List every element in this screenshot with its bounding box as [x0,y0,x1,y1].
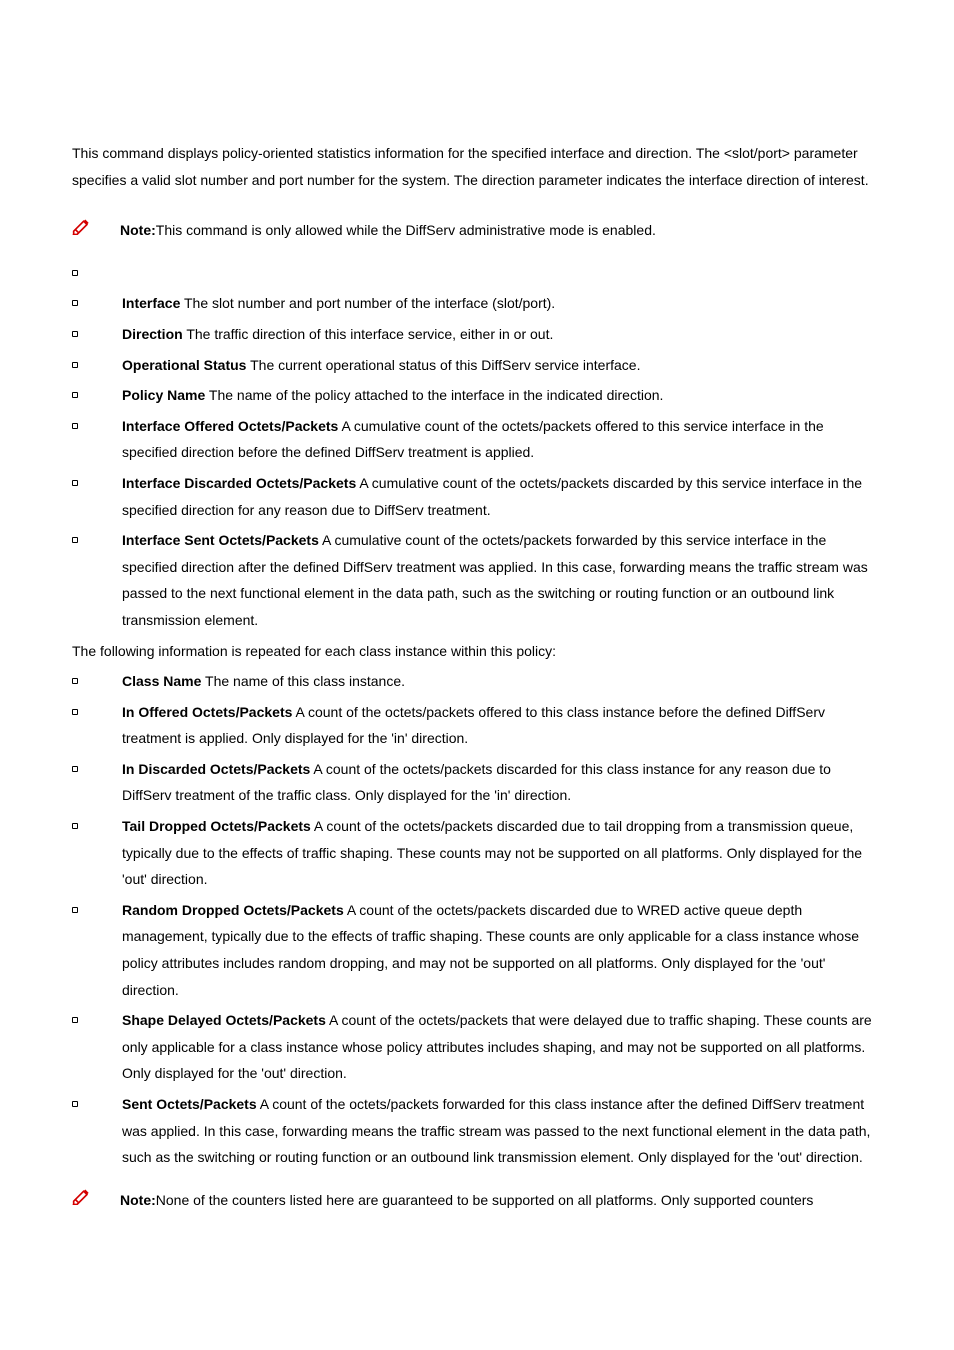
field-item: Operational Status The current operation… [72,352,882,379]
field-item: Interface Discarded Octets/Packets A cum… [72,470,882,523]
note-row-1: Note:This command is only allowed while … [72,217,882,244]
class-field-item: Sent Octets/Packets A count of the octet… [72,1091,882,1171]
class-field-term: Shape Delayed Octets/Packets [122,1012,326,1028]
field-item: Interface The slot number and port numbe… [72,290,882,317]
note-row-2: Note:None of the counters listed here ar… [72,1187,882,1214]
field-term: Direction [122,326,183,342]
class-field-item: In Offered Octets/Packets A count of the… [72,699,882,752]
note-2-label: Note: [120,1192,156,1208]
class-fields-list: Class Name The name of this class instan… [72,668,882,1171]
field-desc: The current operational status of this D… [246,357,640,373]
class-field-item: In Discarded Octets/Packets A count of t… [72,756,882,809]
class-field-term: Random Dropped Octets/Packets [122,902,344,918]
note-1-body: This command is only allowed while the D… [156,222,656,238]
class-field-term: In Offered Octets/Packets [122,704,292,720]
class-field-term: Class Name [122,673,201,689]
field-item: Interface Sent Octets/Packets A cumulati… [72,527,882,633]
field-desc: The name of the policy attached to the i… [205,387,663,403]
class-field-item: Random Dropped Octets/Packets A count of… [72,897,882,1003]
note-1-label: Note: [120,222,156,238]
class-field-term: In Discarded Octets/Packets [122,761,310,777]
note-1-text: Note:This command is only allowed while … [120,217,882,244]
field-term: Interface Sent Octets/Packets [122,532,319,548]
pen-icon [72,219,92,235]
field-term: Interface Offered Octets/Packets [122,418,338,434]
field-desc: The traffic direction of this interface … [183,326,554,342]
repeat-heading: The following information is repeated fo… [72,638,882,665]
field-item: Policy Name The name of the policy attac… [72,382,882,409]
class-field-term: Sent Octets/Packets [122,1096,257,1112]
class-field-item: Shape Delayed Octets/Packets A count of … [72,1007,882,1087]
field-term: Interface [122,295,180,311]
field-item: Direction The traffic direction of this … [72,321,882,348]
field-desc: The slot number and port number of the i… [180,295,555,311]
field-item [72,260,882,287]
field-term: Policy Name [122,387,205,403]
class-field-term: Tail Dropped Octets/Packets [122,818,311,834]
field-item: Interface Offered Octets/Packets A cumul… [72,413,882,466]
note-2-text: Note:None of the counters listed here ar… [120,1187,882,1214]
class-field-item: Tail Dropped Octets/Packets A count of t… [72,813,882,893]
pen-icon [72,1189,92,1205]
class-field-item: Class Name The name of this class instan… [72,668,882,695]
field-term: Operational Status [122,357,246,373]
fields-list: Interface The slot number and port numbe… [72,260,882,634]
note-2-body: None of the counters listed here are gua… [156,1192,814,1208]
field-term: Interface Discarded Octets/Packets [122,475,356,491]
class-field-desc: The name of this class instance. [201,673,405,689]
document-page: This command displays policy-oriented st… [0,0,954,1289]
intro-paragraph: This command displays policy-oriented st… [72,140,882,193]
